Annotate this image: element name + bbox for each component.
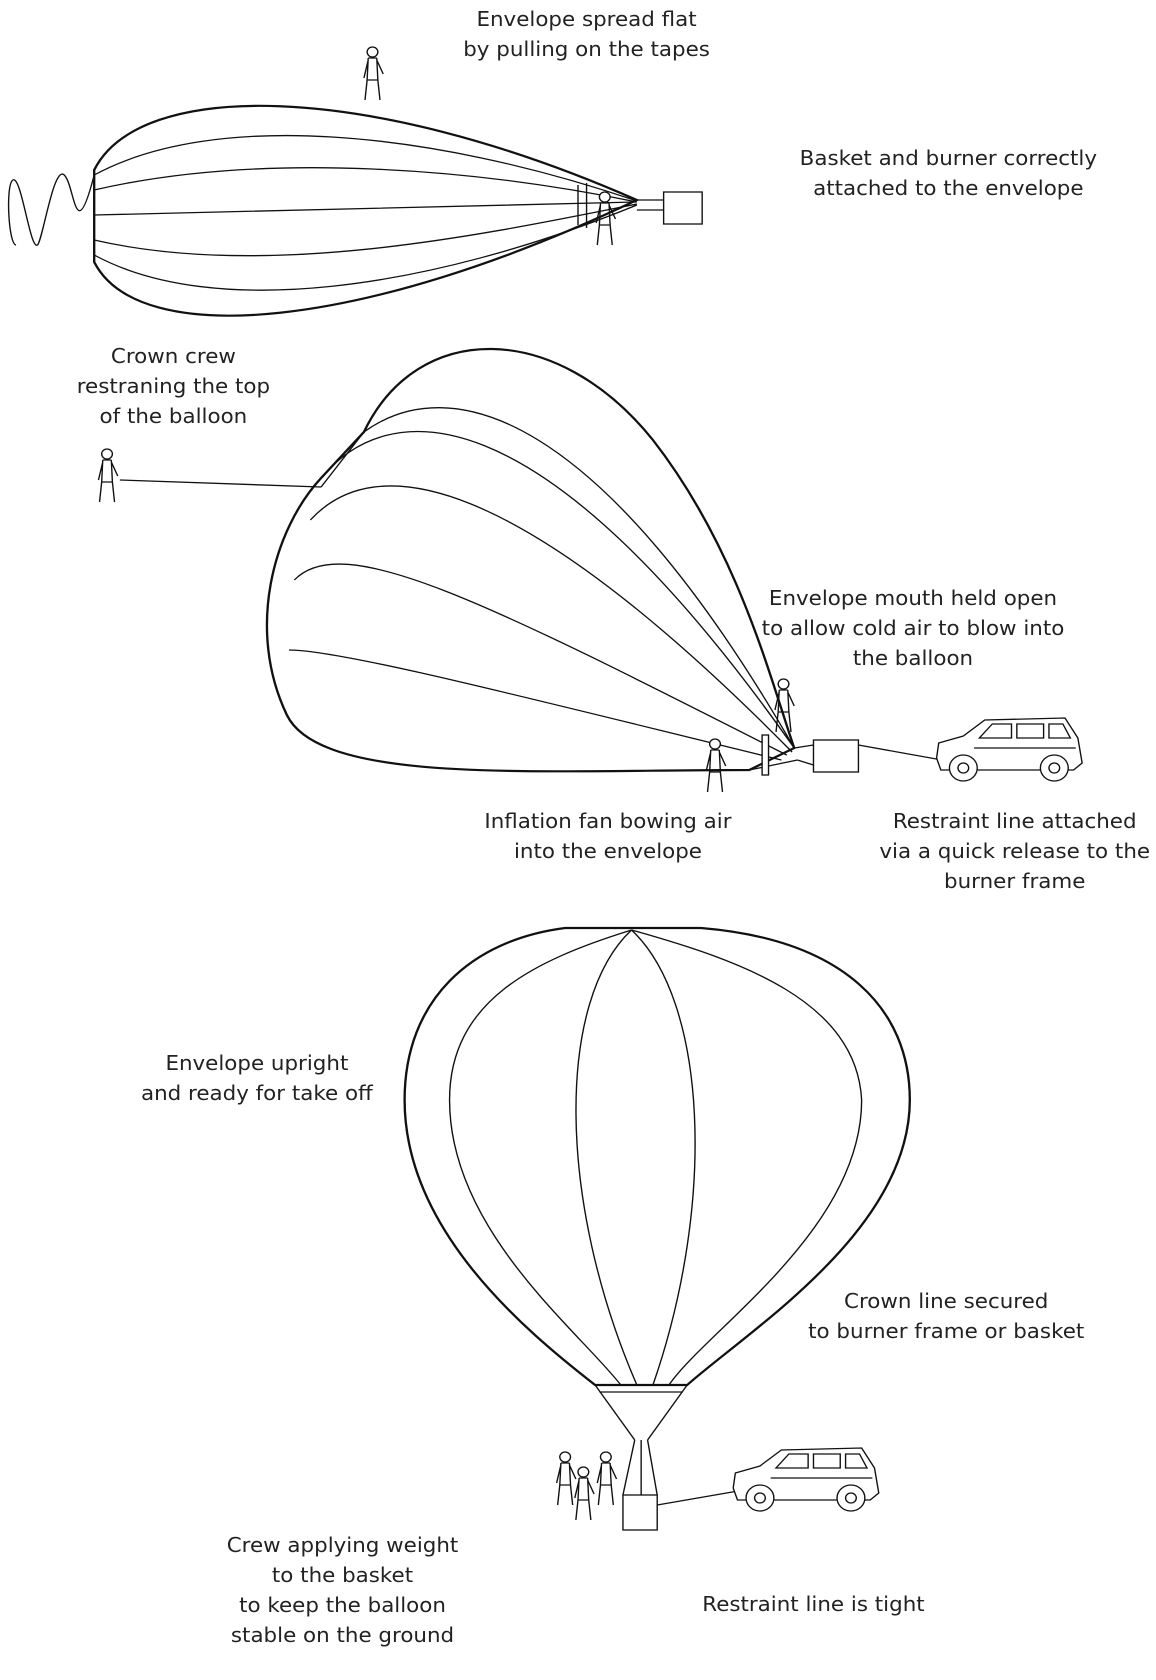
label-line: Envelope mouth held open	[769, 587, 1057, 610]
label-line: Inflation fan bowing air	[484, 810, 732, 833]
label-line: Crew applying weight	[227, 1534, 459, 1557]
inflating-envelope-part	[706, 739, 725, 792]
inflating-envelope-part	[98, 449, 117, 502]
label-line: and ready for take off	[141, 1082, 374, 1105]
label-line: Restraint line is tight	[702, 1593, 924, 1616]
label-line: the balloon	[853, 647, 973, 670]
label-line: to allow cold air to blow into	[762, 617, 1065, 640]
page: {"stages": [ {"labels": [ {"lines": ["En…	[0, 0, 1156, 1680]
label-line: into the envelope	[514, 840, 702, 863]
labels: Envelope spread flat by pulling on the t…	[77, 8, 1150, 1647]
label-line: stable on the ground	[231, 1624, 454, 1647]
upright-envelope-part	[405, 928, 910, 1385]
label-line: burner frame	[944, 870, 1085, 893]
upright-envelope-part	[623, 1440, 657, 1495]
label-line: by pulling on the tapes	[463, 38, 710, 61]
upright-envelope-part	[595, 1385, 687, 1440]
inflating-envelope-part	[858, 745, 941, 760]
flat-envelope	[9, 47, 703, 316]
inflating-envelope-part	[120, 408, 794, 760]
upright-envelope-part	[450, 930, 862, 1385]
upright-envelope-part	[623, 1495, 657, 1530]
label-line: attached to the envelope	[813, 177, 1083, 200]
label-line: via a quick release to the	[879, 840, 1150, 863]
label-line: Basket and burner correctly	[800, 147, 1097, 170]
upright-envelope-part	[557, 1452, 576, 1505]
flat-envelope-part	[94, 106, 637, 316]
inflating-envelope-part	[813, 740, 858, 772]
label-line: Envelope spread flat	[476, 8, 696, 31]
flat-envelope-part	[364, 47, 383, 100]
flat-envelope-part	[596, 192, 615, 245]
upright-envelope-part	[597, 1452, 616, 1505]
upright-envelope-part	[657, 1490, 744, 1505]
inflating-envelope-part	[937, 718, 1083, 781]
label-line: Crown crew	[111, 345, 236, 368]
upright-envelope	[405, 928, 910, 1530]
label-line: to the basket	[272, 1564, 413, 1587]
label-line: of the balloon	[100, 405, 248, 428]
flat-envelope-part	[664, 192, 703, 224]
label-line: restraning the top	[77, 375, 270, 398]
label-line: Crown line secured	[844, 1290, 1048, 1313]
upright-envelope-part	[575, 1467, 594, 1520]
diagram: Envelope spread flat by pulling on the t…	[0, 0, 1156, 1680]
upright-envelope-part	[733, 1448, 879, 1511]
inflating-envelope-part	[267, 349, 794, 771]
label-line: to burner frame or basket	[808, 1320, 1084, 1343]
label-line: Envelope upright	[165, 1052, 348, 1075]
label-line: Restraint line attached	[893, 810, 1137, 833]
inflating-envelope-part	[762, 735, 768, 775]
flat-envelope-part	[94, 136, 637, 291]
flat-envelope-part	[9, 174, 95, 262]
label-line: to keep the balloon	[239, 1594, 446, 1617]
